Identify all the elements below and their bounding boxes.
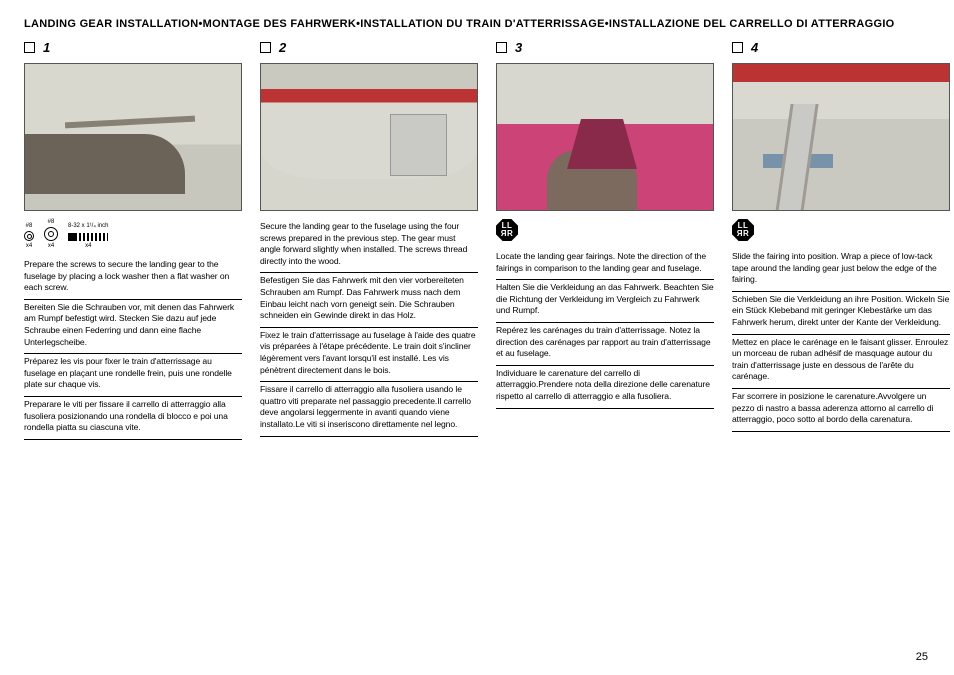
hw-label: #8 <box>26 223 33 229</box>
step-number: 1 <box>43 40 50 55</box>
checkbox-icon <box>732 42 743 53</box>
instruction-en: Prepare the screws to secure the landing… <box>24 257 242 300</box>
step-number: 2 <box>279 40 286 55</box>
checkbox-icon <box>24 42 35 53</box>
washer-small-icon: #8 x4 <box>24 223 34 249</box>
step-columns: 1 #8 x4 #8 x4 8-32 x 1¹/₄ inch x4 Prepar… <box>24 40 930 440</box>
step-photo <box>24 63 242 211</box>
instruction-de: Bereiten Sie die Schrauben vor, mit dene… <box>24 300 242 354</box>
section-title: LANDING GEAR INSTALLATION•MONTAGE DES FA… <box>24 18 930 30</box>
step-number: 4 <box>751 40 758 55</box>
screw-icon: 8-32 x 1¹/₄ inch x4 <box>68 223 108 249</box>
step-header: 1 <box>24 40 242 55</box>
step-3: 3 LLЯR Locate the landing gear fairings.… <box>496 40 714 440</box>
step-header: 2 <box>260 40 478 55</box>
instruction-it: Preparare le viti per fissare il carrell… <box>24 397 242 440</box>
hw-label: x4 <box>85 243 91 249</box>
checkbox-icon <box>496 42 507 53</box>
instruction-en: Secure the landing gear to the fuselage … <box>260 219 478 273</box>
step-1: 1 #8 x4 #8 x4 8-32 x 1¹/₄ inch x4 Prepar… <box>24 40 242 440</box>
instruction-en: Locate the landing gear fairings. Note t… <box>496 249 714 280</box>
step-2: 2 Secure the landing gear to the fuselag… <box>260 40 478 440</box>
step-photo <box>496 63 714 211</box>
step-header: 4 <box>732 40 950 55</box>
hardware-icons: #8 x4 #8 x4 8-32 x 1¹/₄ inch x4 <box>24 219 242 249</box>
instruction-de: Halten Sie die Verkleidung an das Fahrwe… <box>496 280 714 323</box>
left-right-icon: LLЯR <box>732 219 754 241</box>
page-number: 25 <box>916 651 928 663</box>
hw-label: x4 <box>48 243 54 249</box>
instruction-fr: Repérez les carénages du train d'atterri… <box>496 323 714 366</box>
instruction-de: Schieben Sie die Verkleidung an ihre Pos… <box>732 292 950 335</box>
instruction-de: Befestigen Sie das Fahrwerk mit den vier… <box>260 273 478 327</box>
instruction-it: Fissare il carrello di atterraggio alla … <box>260 382 478 436</box>
instruction-it: Individuare le carenature del carrello d… <box>496 366 714 409</box>
washer-large-icon: #8 x4 <box>44 219 58 249</box>
instruction-fr: Fixez le train d'atterrissage au fuselag… <box>260 328 478 382</box>
checkbox-icon <box>260 42 271 53</box>
step-number: 3 <box>515 40 522 55</box>
step-4: 4 LLЯR Slide the fairing into position. … <box>732 40 950 440</box>
instruction-fr: Préparez les vis pour fixer le train d'a… <box>24 354 242 397</box>
step-photo <box>260 63 478 211</box>
instruction-en: Slide the fairing into position. Wrap a … <box>732 249 950 292</box>
hw-label: #8 <box>48 219 55 225</box>
step-photo <box>732 63 950 211</box>
hw-label: x4 <box>26 243 32 249</box>
instruction-fr: Mettez en place le carénage en le faisan… <box>732 335 950 389</box>
hw-label: 8-32 x 1¹/₄ inch <box>68 223 108 229</box>
step-header: 3 <box>496 40 714 55</box>
left-right-icon: LLЯR <box>496 219 518 241</box>
instruction-it: Far scorrere in posizione le carenature.… <box>732 389 950 432</box>
